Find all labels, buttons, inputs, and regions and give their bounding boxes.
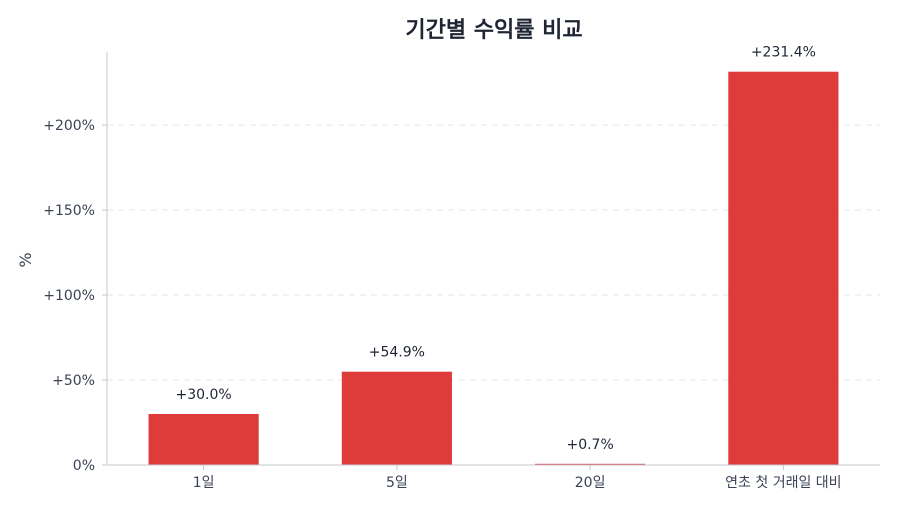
y-tick-label: +200% (43, 118, 95, 134)
bar (341, 371, 452, 465)
x-tick-label: 연초 첫 거래일 대비 (725, 475, 841, 491)
y-axis-ticks: 0% +50% +100% +150% +200% (43, 118, 107, 474)
y-tick-label: +50% (52, 373, 95, 389)
y-tick-label: +150% (43, 203, 95, 219)
y-axis-label: % (16, 252, 35, 267)
bars (148, 71, 839, 466)
data-label: +0.7% (566, 437, 613, 453)
y-tick-label: +100% (43, 288, 95, 304)
chart-title: 기간별 수익률 비교 (405, 18, 582, 43)
data-label: +30.0% (176, 387, 232, 403)
x-tick-label: 5일 (386, 475, 408, 491)
data-labels: +30.0% +54.9% +0.7% +231.4% (176, 45, 816, 453)
data-label: +231.4% (751, 45, 816, 61)
y-tick-label: 0% (73, 458, 95, 474)
x-tick-label: 20일 (575, 475, 606, 491)
bar (535, 463, 646, 465)
bar (148, 414, 259, 465)
bar (728, 71, 839, 466)
x-tick-label: 1일 (193, 475, 215, 491)
x-axis-ticks: 1일 5일 20일 연초 첫 거래일 대비 (193, 465, 842, 491)
data-label: +54.9% (369, 345, 425, 361)
grid-lines (107, 124, 880, 381)
